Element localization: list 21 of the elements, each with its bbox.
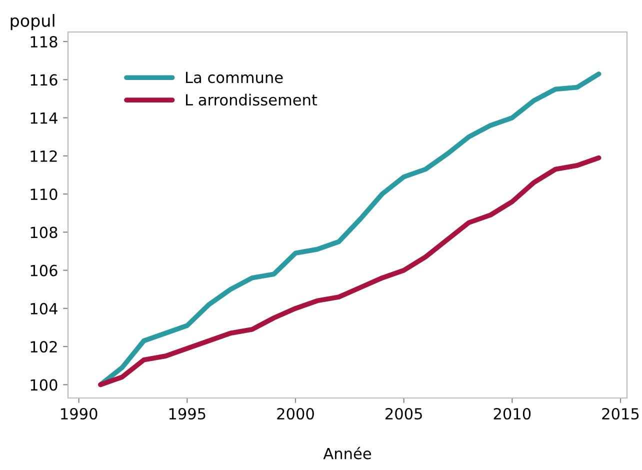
x-tick-label: 1995 — [169, 408, 206, 420]
x-tick-label: 2005 — [386, 408, 422, 420]
x-axis-title: Année — [323, 446, 371, 460]
x-tick-label: 1990 — [61, 408, 98, 420]
y-tick-label: 100 — [30, 379, 58, 391]
y-tick-label: 108 — [30, 226, 58, 238]
x-tick-label: 2000 — [277, 408, 314, 420]
legend-label: L arrondissement — [186, 94, 318, 106]
legend-label: La commune — [186, 72, 283, 84]
line-series — [98, 155, 602, 388]
x-tick-label: 2010 — [494, 408, 531, 420]
y-tick-label: 102 — [30, 340, 57, 353]
y-axis-title: popul — [10, 14, 54, 30]
y-tick-label: 106 — [30, 264, 58, 276]
x-tick-label: 2015 — [602, 408, 639, 420]
y-tick-label: 112 — [30, 150, 57, 162]
y-tick-label: 116 — [30, 74, 58, 86]
y-tick-label: 114 — [30, 112, 58, 124]
y-tick-label: 110 — [30, 188, 58, 200]
y-tick-label: 104 — [30, 302, 58, 314]
y-tick-label: 118 — [30, 36, 58, 48]
